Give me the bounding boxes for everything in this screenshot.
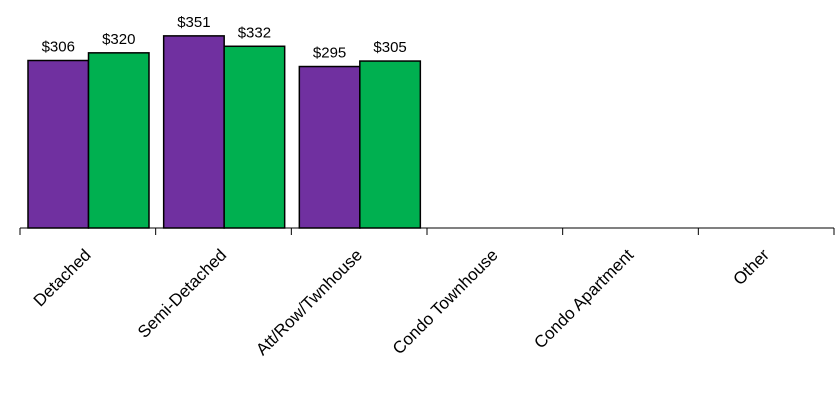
data-label: $351 bbox=[177, 14, 210, 31]
category-label: Other bbox=[729, 245, 773, 289]
bar-detached-series-1 bbox=[27, 59, 90, 229]
category-label: Condo Townhouse bbox=[389, 245, 502, 358]
category-label: Att/Row/Twnhouse bbox=[252, 245, 366, 359]
bar-semi-detached-series-2 bbox=[223, 45, 286, 229]
category-labels-layer: Detached Semi-Detached Att/Row/Twnhouse Con… bbox=[30, 245, 773, 359]
data-label: $295 bbox=[313, 45, 346, 62]
data-label: $306 bbox=[42, 39, 75, 56]
bars-layer bbox=[27, 35, 422, 229]
bar-semi-detached-series-1 bbox=[162, 35, 225, 229]
bar-labels-layer: $306 $320 $351 $332 $295 $305 bbox=[42, 14, 407, 62]
bar-att-row-twnhouse-series-1 bbox=[298, 65, 361, 229]
category-label: Condo Apartment bbox=[530, 245, 637, 352]
bar-att-row-twnhouse-series-2 bbox=[359, 60, 422, 229]
category-label: Semi-Detached bbox=[134, 245, 230, 341]
data-label: $320 bbox=[102, 31, 135, 48]
x-axis-ticks bbox=[19, 228, 835, 235]
category-label: Detached bbox=[30, 245, 95, 310]
bar-detached-series-2 bbox=[87, 52, 150, 229]
data-label: $305 bbox=[373, 39, 406, 56]
data-label: $332 bbox=[238, 24, 271, 41]
